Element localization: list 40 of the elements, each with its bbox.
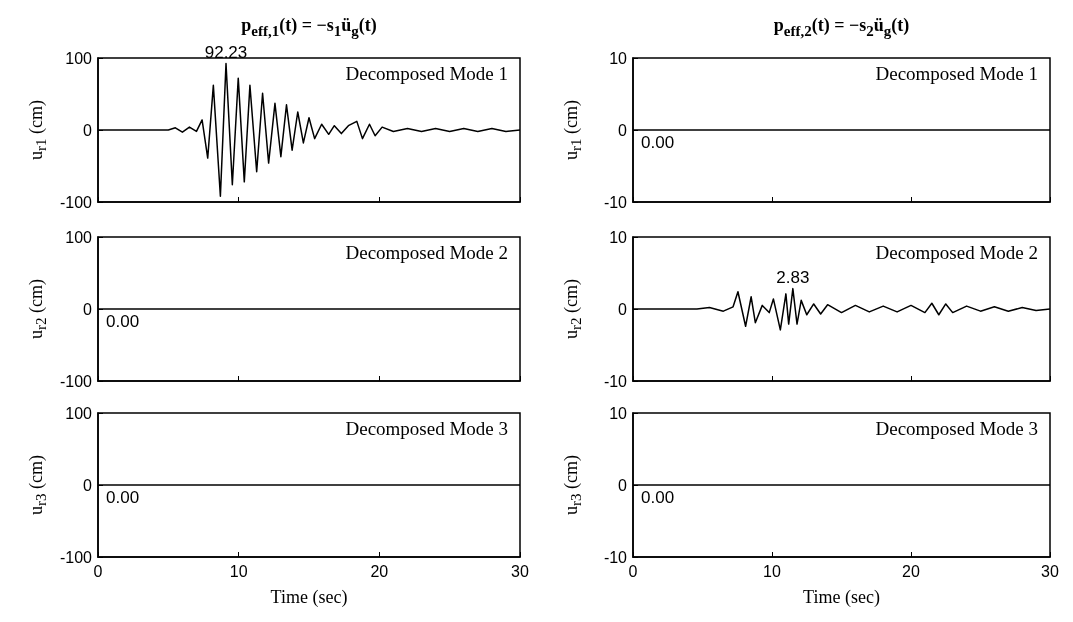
annotation: 92.23 [204, 42, 248, 62]
y-tick-label: -10 [603, 372, 628, 390]
annotation: 0.00 [641, 133, 675, 152]
x-tick-label: 20 [370, 562, 389, 580]
x-tick-label: 30 [1041, 562, 1059, 580]
chart-title: p$_{eff,1}$(t) = −s$_{1}$ü$_{g}$(t) [241, 15, 377, 40]
y-tick-label: 100 [65, 404, 93, 422]
y-tick-label: 0 [618, 476, 628, 494]
y-tick-label: 100 [65, 228, 93, 246]
x-tick-label: 10 [229, 562, 248, 580]
annotation: Decomposed Mode 2 [345, 242, 509, 263]
x-tick-label: 30 [511, 562, 529, 580]
y-tick-label: 100 [65, 49, 93, 67]
annotation: Decomposed Mode 3 [345, 418, 509, 439]
y-tick-label: 0 [83, 121, 93, 139]
y-tick-label: 10 [609, 228, 628, 246]
annotation: Decomposed Mode 3 [875, 418, 1039, 439]
y-tick-label: -100 [59, 193, 93, 211]
y-tick-label: -10 [603, 193, 628, 211]
annotation: Decomposed Mode 1 [875, 63, 1039, 84]
y-tick-label: -10 [603, 548, 628, 566]
y-tick-label: 10 [609, 404, 628, 422]
annotation: 0.00 [106, 312, 140, 331]
y-tick-label: 0 [618, 300, 628, 318]
annotation: Decomposed Mode 1 [345, 63, 509, 84]
x-axis-title: Time (sec) [270, 587, 348, 608]
annotation: 0.00 [106, 488, 140, 507]
y-tick-label: 10 [609, 49, 628, 67]
y-tick-label: -100 [59, 548, 93, 566]
annotation: Decomposed Mode 2 [875, 242, 1039, 263]
y-tick-label: 0 [83, 300, 93, 318]
chart-title: p$_{eff,2}$(t) = −s$_{2}$ü$_{g}$(t) [773, 15, 910, 40]
x-tick-label: 20 [902, 562, 920, 580]
annotation: 2.83 [776, 267, 810, 287]
y-tick-label: 0 [618, 121, 628, 139]
x-tick-label: 10 [763, 562, 781, 580]
y-tick-label: -100 [59, 372, 93, 390]
y-tick-label: 0 [83, 476, 93, 494]
annotation: 0.00 [641, 488, 675, 507]
x-axis-title: Time (sec) [803, 587, 880, 608]
